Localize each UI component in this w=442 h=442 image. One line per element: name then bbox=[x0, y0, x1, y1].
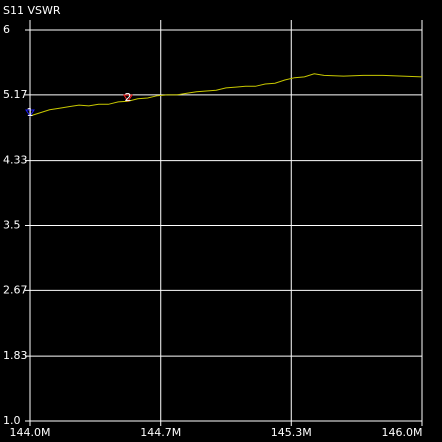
y-tick-label: 5.17 bbox=[3, 88, 28, 101]
y-tick-label: 3.5 bbox=[3, 219, 21, 232]
marker bbox=[25, 109, 35, 117]
chart-title: S11 VSWR bbox=[3, 4, 61, 17]
x-tick-label: 146.0M bbox=[382, 426, 423, 439]
y-tick-label: 6 bbox=[3, 23, 10, 36]
y-tick-label: 1.0 bbox=[3, 414, 21, 427]
x-tick-label: 144.0M bbox=[10, 426, 51, 439]
y-tick-label: 2.67 bbox=[3, 283, 28, 296]
x-tick-label: 145.3M bbox=[271, 426, 312, 439]
y-tick-label: 4.33 bbox=[3, 154, 28, 167]
x-tick-label: 144.7M bbox=[140, 426, 181, 439]
marker bbox=[123, 94, 133, 103]
marker-label: 2 bbox=[125, 91, 132, 104]
data-line bbox=[29, 73, 423, 117]
marker-label: 1 bbox=[27, 106, 34, 119]
y-tick-label: 1.83 bbox=[3, 349, 28, 362]
